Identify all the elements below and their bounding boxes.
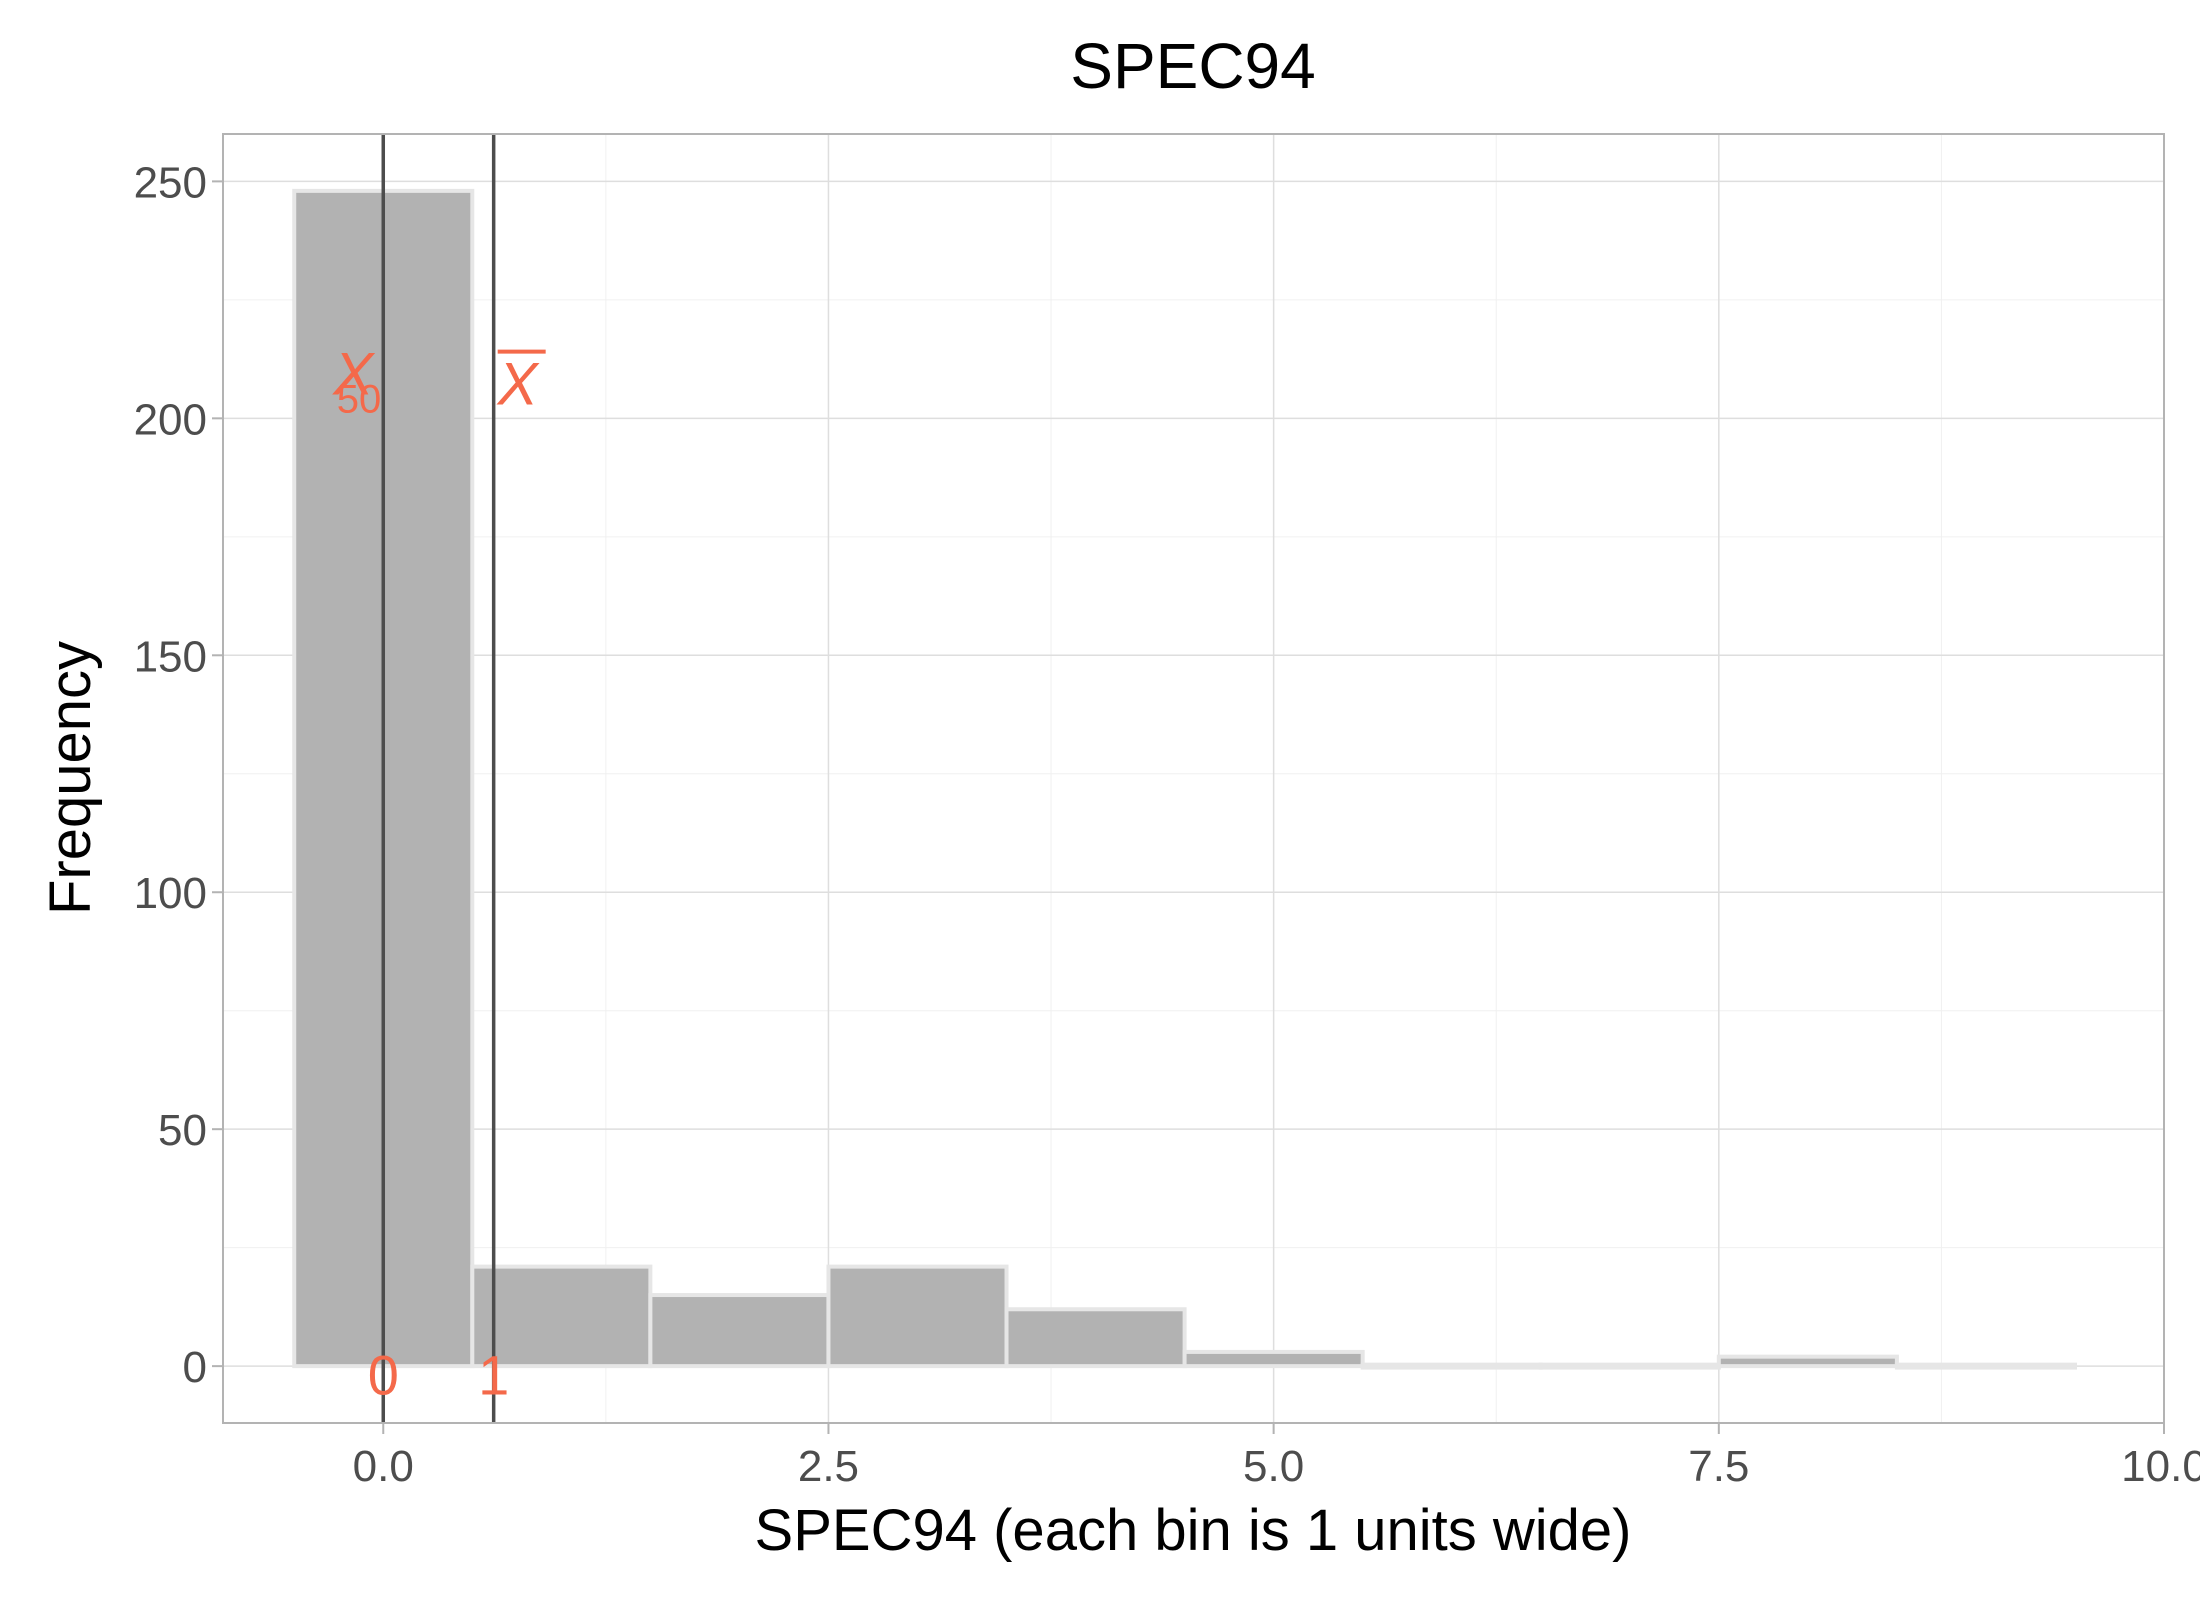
y-tick-label: 200 (134, 395, 207, 444)
minor-gridlines (223, 134, 2164, 1423)
histogram-bar (470, 1264, 653, 1369)
histogram-bars (292, 188, 2077, 1370)
histogram-bar (648, 1293, 831, 1369)
median-subscript-label: 50 (337, 378, 382, 422)
median-symbol-label: X (331, 341, 375, 408)
y-tick-label: 150 (134, 632, 207, 681)
histogram-bar (1004, 1307, 1187, 1369)
chart-title: SPEC94 (1070, 30, 1315, 102)
histogram-bar (826, 1264, 1009, 1369)
histogram-bar (1538, 1362, 1721, 1370)
reference-value-label: 0 (368, 1344, 399, 1407)
x-tick-label: 2.5 (798, 1442, 859, 1491)
x-tick-label: 10.0 (2121, 1442, 2200, 1491)
x-axis-ticks: 0.0 2.5 5.0 7.5 10.0 (353, 1423, 2200, 1491)
y-axis-title: Frequency (38, 641, 103, 915)
y-tick-label: 50 (158, 1106, 207, 1155)
mean-symbol-label: X (496, 351, 540, 418)
x-tick-label: 7.5 (1688, 1442, 1749, 1491)
reference-value-label: 1 (478, 1344, 509, 1407)
y-tick-label: 0 (183, 1343, 207, 1392)
histogram-bar (1182, 1349, 1365, 1369)
x-axis-title: SPEC94 (each bin is 1 units wide) (755, 1498, 1632, 1563)
x-tick-label: 0.0 (353, 1442, 414, 1491)
y-tick-label: 100 (134, 869, 207, 918)
reference-lines (381, 134, 496, 1423)
major-gridlines (223, 134, 2165, 1423)
y-axis-ticks: 0 50 100 150 200 250 (134, 158, 223, 1392)
y-tick-label: 250 (134, 158, 207, 207)
x-tick-label: 5.0 (1243, 1442, 1304, 1491)
histogram-bar (1716, 1354, 1899, 1369)
histogram-bar (1360, 1362, 1543, 1370)
histogram-bar (1894, 1362, 2077, 1370)
panel-border (222, 133, 2165, 1424)
